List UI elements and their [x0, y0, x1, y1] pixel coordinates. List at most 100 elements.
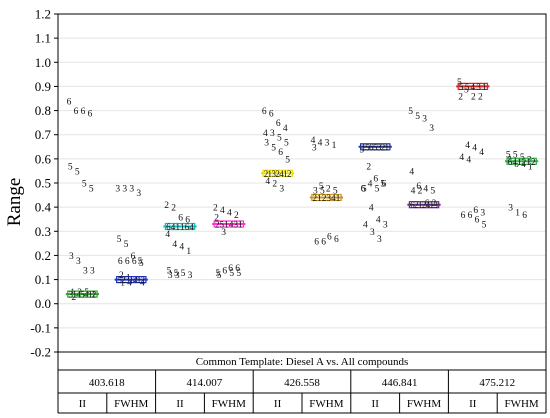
subgroup-label: II: [372, 398, 380, 410]
data-point: 6: [373, 175, 378, 185]
mean-marker: 1: [238, 220, 243, 230]
data-point: 2: [326, 184, 331, 194]
data-point: 5: [408, 107, 413, 117]
mean-marker: 5: [373, 142, 378, 152]
mean-marker: 3: [326, 193, 331, 203]
data-point: 5: [430, 187, 435, 197]
data-point: 4: [363, 221, 368, 231]
data-point: 4: [459, 153, 464, 163]
mean-marker: 2: [322, 193, 327, 203]
data-point: 2: [214, 213, 219, 223]
data-point: 2: [478, 93, 483, 103]
mean-marker: 4: [279, 169, 284, 179]
mean-marker: 2: [287, 169, 292, 179]
data-point: 5: [117, 235, 122, 245]
data-point: 5: [506, 151, 511, 161]
data-point: 1: [91, 291, 96, 301]
mean-marker: 2: [215, 220, 220, 230]
data-point: 5: [277, 134, 282, 144]
group-label: 403.618: [89, 377, 125, 389]
mean-marker: 6: [166, 222, 171, 232]
data-point: 3: [188, 271, 193, 281]
y-tick-label: 0.8: [35, 103, 51, 118]
y-tick-label: 0.1: [35, 272, 51, 287]
data-point: 3: [422, 114, 427, 124]
data-point: 5: [124, 240, 129, 250]
data-point: 2: [234, 211, 239, 221]
data-point: 5: [513, 151, 518, 161]
mean-marker: 2: [381, 142, 386, 152]
mean-marker: 3: [271, 169, 276, 179]
y-tick-label: 1.2: [35, 7, 51, 22]
mean-marker: 6: [369, 142, 374, 152]
mean-marker: 1: [175, 222, 180, 232]
data-point: 2: [418, 187, 423, 197]
mean-marker: 1: [137, 275, 142, 285]
data-point: 6: [461, 211, 466, 221]
mean-marker: 1: [517, 157, 522, 167]
data-point: 5: [82, 180, 87, 190]
data-point: 6: [228, 264, 233, 274]
mean-marker: 1: [361, 142, 366, 152]
data-point: 3: [429, 124, 434, 134]
data-point: 3: [279, 184, 284, 194]
data-point: 6: [81, 107, 86, 117]
mean-marker: 4: [84, 290, 89, 300]
data-point: 3: [69, 252, 74, 262]
plot-frame: [57, 13, 547, 353]
data-point: 5: [333, 187, 338, 197]
data-point: 2: [133, 276, 138, 286]
data-point: 6: [514, 160, 519, 170]
mean-marker: 1: [526, 157, 531, 167]
data-point: 6: [222, 266, 227, 276]
data-point: 6: [276, 119, 281, 129]
data-point: 4: [521, 160, 526, 170]
y-axis: -0.2 -0.1 0.0 0.1 0.2 0.3 0.4 0.5 0.6 0.7 0.8 0.9 1.…: [30, 7, 58, 360]
grid: [58, 13, 546, 353]
data-point: 2: [164, 201, 169, 211]
data-point: 4: [179, 242, 184, 252]
data-point: 6: [235, 264, 240, 274]
data-point: 3: [508, 204, 513, 214]
data-point: 5: [375, 184, 380, 194]
mean-marker: 4: [229, 220, 234, 230]
data-point: 3: [370, 228, 375, 238]
group-label: 414.007: [187, 377, 223, 389]
data-point: 3: [136, 189, 141, 199]
mean-marker: 5: [465, 82, 470, 92]
data-point: 2: [171, 204, 176, 214]
data-point: 2: [471, 93, 476, 103]
data-point: 3: [122, 184, 127, 194]
mean-marker: 2: [522, 157, 527, 167]
mean-marker: 1: [430, 200, 435, 210]
mean-marker: 2: [275, 169, 280, 179]
data-point: 3: [312, 143, 317, 153]
plot-marks: 6666555533331251231454123333556566652124…: [65, 78, 539, 303]
mean-marker: 1: [180, 222, 185, 232]
data-point: 3: [383, 221, 388, 231]
y-tick-label: 1.0: [35, 55, 51, 70]
data-point: 5: [217, 271, 222, 281]
subgroup-label: FWHM: [114, 398, 148, 410]
data-point: 2: [71, 293, 76, 303]
data-point: 1: [120, 279, 125, 289]
mean-marker: 3: [125, 275, 130, 285]
data-point: 5: [415, 112, 420, 122]
data-point: 4: [465, 141, 470, 151]
data-point: 4: [265, 177, 270, 187]
mean-marker: 2: [92, 290, 97, 300]
mean-marker: 1: [482, 82, 487, 92]
data-point: 3: [90, 266, 95, 276]
data-point: 2: [213, 204, 218, 214]
data-point: 6: [334, 235, 339, 245]
data-point: 6: [361, 184, 366, 194]
data-point: 6: [185, 216, 190, 226]
data-point: 6: [131, 252, 136, 262]
data-point: 3: [377, 235, 382, 245]
mean-marker: 1: [418, 200, 423, 210]
data-point: 1: [332, 141, 337, 151]
y-tick-label: 0.6: [35, 151, 52, 166]
mean-marker: 1: [317, 193, 322, 203]
data-point: 6: [88, 110, 93, 120]
